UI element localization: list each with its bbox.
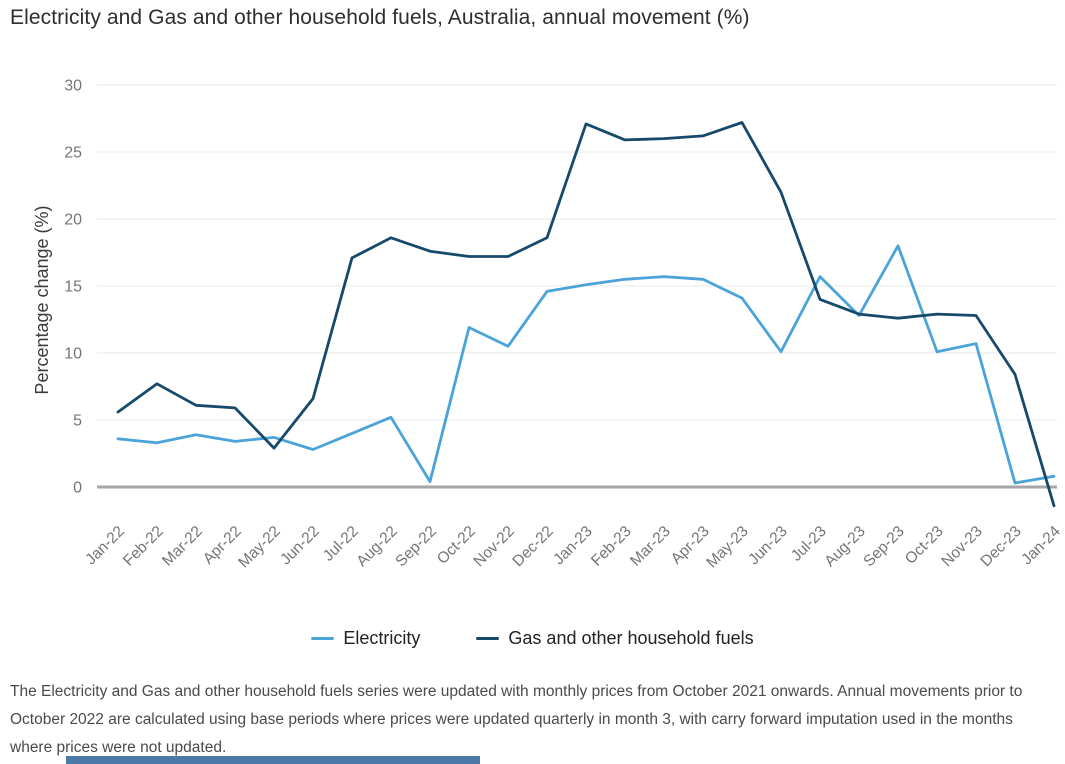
- legend-label-gas: Gas and other household fuels: [508, 627, 754, 648]
- y-tick-label: 5: [73, 413, 82, 430]
- x-tick-label: Aug-22: [353, 523, 400, 570]
- gas-line-swatch: [476, 636, 500, 640]
- x-tick-label: Feb-23: [588, 523, 635, 570]
- legend-item-gas[interactable]: Gas and other household fuels: [476, 627, 754, 649]
- y-tick-label: 30: [64, 78, 82, 95]
- x-tick-label: Sep-23: [860, 523, 907, 570]
- y-axis-title: Percentage change (%): [32, 205, 52, 394]
- y-tick-label: 10: [64, 346, 82, 363]
- y-tick-label: 0: [73, 480, 82, 497]
- x-tick-label: Jan-22: [82, 523, 128, 569]
- bottom-partial-bar: [66, 756, 480, 764]
- x-tick-label: Dec-23: [977, 523, 1024, 570]
- x-tick-label: Sep-22: [392, 523, 439, 570]
- chart-footnote: The Electricity and Gas and other househ…: [10, 683, 1023, 756]
- x-tick-label: Nov-22: [470, 523, 517, 570]
- x-tick-label: Mar-22: [159, 523, 206, 570]
- x-tick-label: Jan-24: [1018, 523, 1064, 569]
- x-tick-label: Dec-22: [509, 523, 556, 570]
- x-tick-label: Jun-23: [745, 523, 791, 569]
- chart-title: Electricity and Gas and other household …: [10, 6, 750, 29]
- x-tick-label: Feb-22: [120, 523, 167, 570]
- x-tick-label: Aug-23: [821, 523, 868, 570]
- series-line-electricity[interactable]: [116, 244, 1056, 485]
- x-tick-label: Mar-23: [627, 523, 674, 570]
- x-tick-label: Jun-22: [277, 523, 323, 569]
- x-tick-label: May-23: [703, 523, 752, 572]
- y-tick-label: 20: [64, 212, 82, 229]
- x-tick-label: Jan-23: [550, 523, 596, 569]
- x-tick-label: Nov-23: [938, 523, 985, 570]
- y-tick-label: 15: [64, 279, 82, 296]
- y-tick-label: 25: [64, 145, 82, 162]
- legend-item-electricity[interactable]: Electricity: [311, 628, 420, 649]
- chart-legend: Electricity Gas and other household fuel…: [0, 620, 1065, 656]
- legend-label-electricity: Electricity: [343, 627, 421, 648]
- x-tick-label: May-22: [235, 523, 284, 572]
- electricity-line-swatch: [311, 636, 335, 640]
- series-line-gas[interactable]: [116, 121, 1056, 508]
